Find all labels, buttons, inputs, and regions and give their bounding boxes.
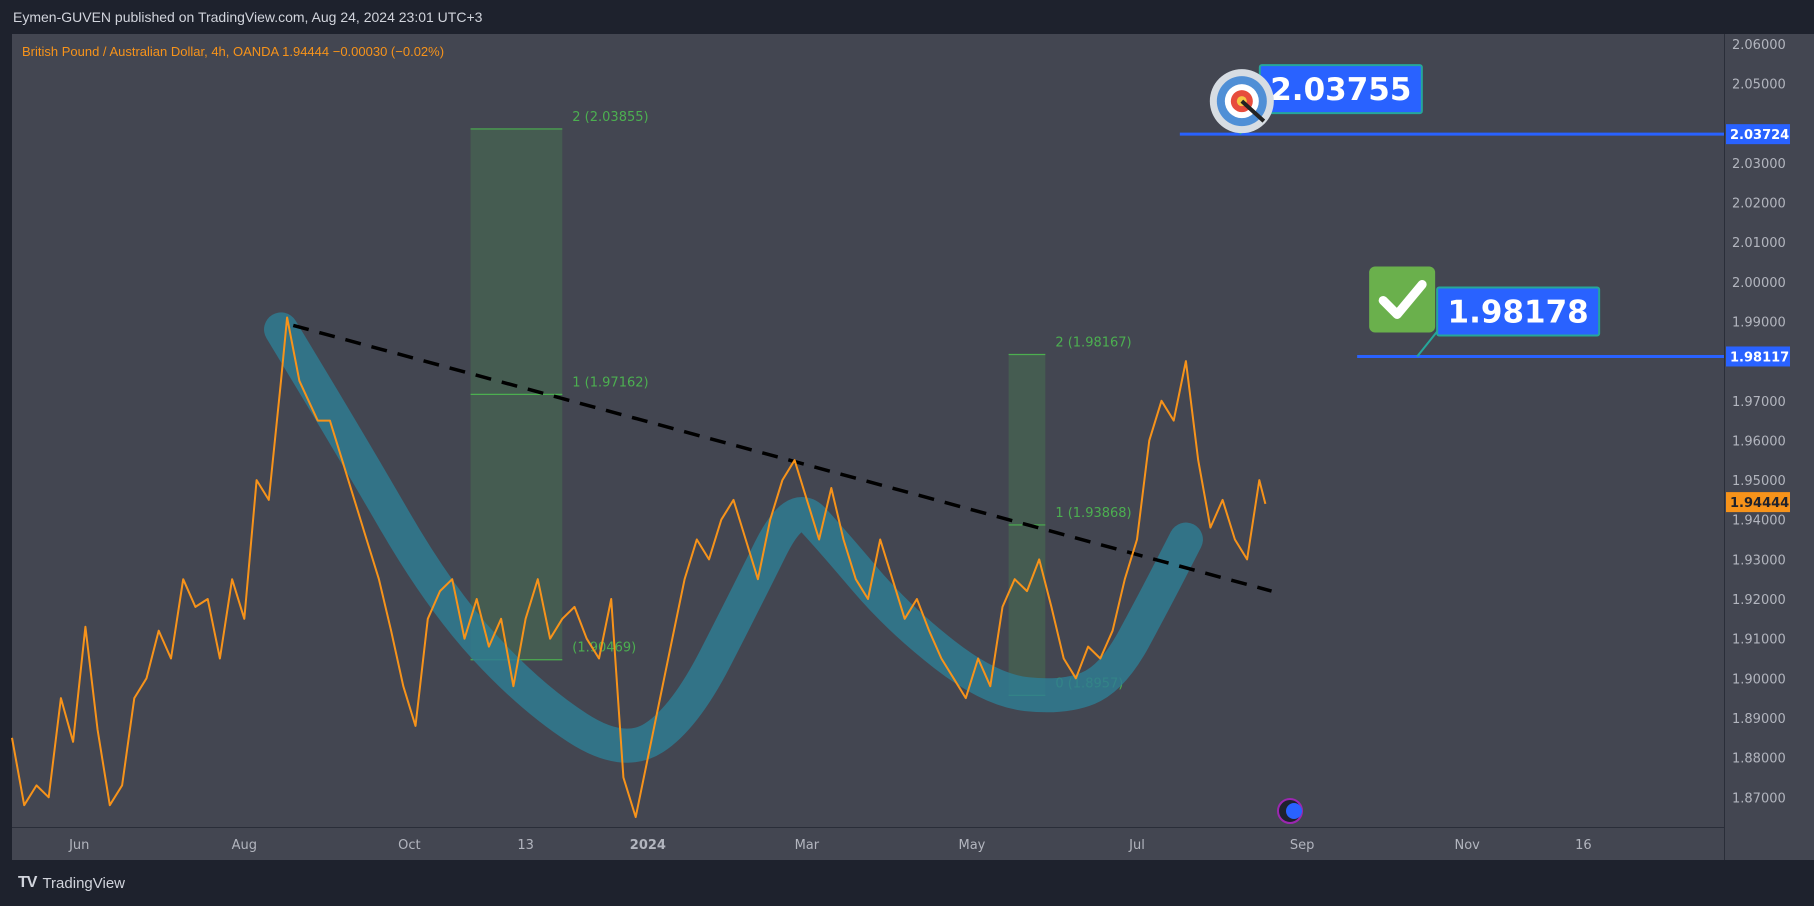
brand-name[interactable]: TradingView bbox=[42, 874, 125, 892]
time-axis[interactable] bbox=[12, 827, 1724, 861]
symbol-legend: British Pound / Australian Dollar, 4h, O… bbox=[22, 44, 445, 59]
publish-info: Eymen-GUVEN published on TradingView.com… bbox=[13, 9, 483, 25]
price-axis[interactable] bbox=[1724, 34, 1814, 860]
publish-header: Eymen-GUVEN published on TradingView.com… bbox=[0, 0, 1814, 34]
chart-pane[interactable] bbox=[12, 34, 1724, 827]
tradingview-logo-icon[interactable]: TV bbox=[18, 874, 37, 891]
footer-bar: TV TradingView bbox=[0, 860, 1814, 906]
